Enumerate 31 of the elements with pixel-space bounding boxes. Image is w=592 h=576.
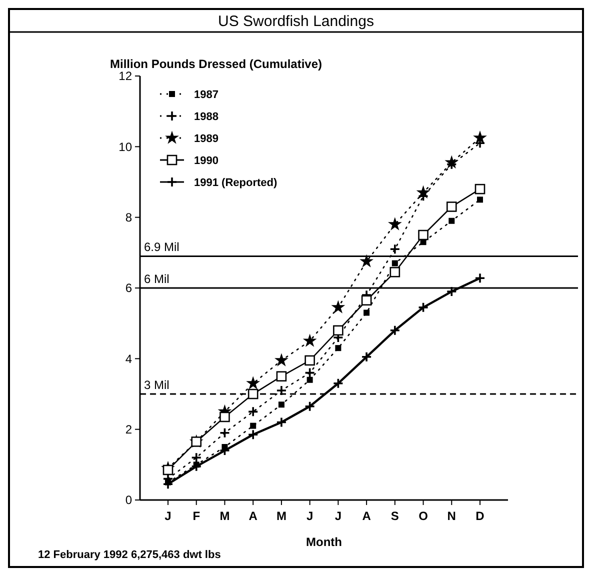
- text: 12 February 1992 6,275,463 dwt lbs: [38, 549, 221, 561]
- x-tick-label: M: [276, 509, 286, 523]
- ref-line-label: 6.9 Mil: [144, 240, 180, 254]
- y-tick-label: 8: [125, 210, 132, 225]
- y-tick-label: 10: [118, 140, 132, 154]
- legend-label: 1988: [194, 110, 218, 123]
- y-axis-title: Million Pounds Dressed (Cumulative): [110, 57, 322, 71]
- y-tick-label: 0: [125, 493, 132, 508]
- x-tick-label: O: [418, 509, 428, 523]
- y-tick-label: 6: [125, 281, 132, 296]
- x-tick-label: A: [362, 509, 372, 523]
- x-tick-label: M: [220, 509, 230, 523]
- ref-line-label: 3 Mil: [144, 378, 170, 392]
- chart-title: US Swordfish Landings: [218, 13, 374, 30]
- x-tick-label: S: [390, 509, 399, 523]
- legend-label: 1987: [194, 88, 218, 101]
- x-tick-label: D: [476, 509, 485, 523]
- x-tick-label: N: [447, 509, 456, 523]
- x-tick-label: J: [334, 509, 342, 523]
- y-tick-label: 12: [118, 69, 132, 84]
- legend-label: 1989: [194, 132, 218, 145]
- y-tick-label: 2: [125, 422, 132, 437]
- x-tick-label: J: [306, 509, 314, 523]
- legend-label: 1991 (Reported): [194, 176, 278, 189]
- ref-line-label: 6 Mil: [144, 272, 170, 286]
- legend-label: 1990: [194, 154, 218, 167]
- x-tick-label: J: [164, 509, 172, 523]
- x-axis-title: Month: [306, 535, 342, 549]
- x-tick-label: F: [192, 509, 200, 523]
- y-tick-label: 4: [125, 352, 132, 366]
- x-tick-label: A: [248, 509, 258, 523]
